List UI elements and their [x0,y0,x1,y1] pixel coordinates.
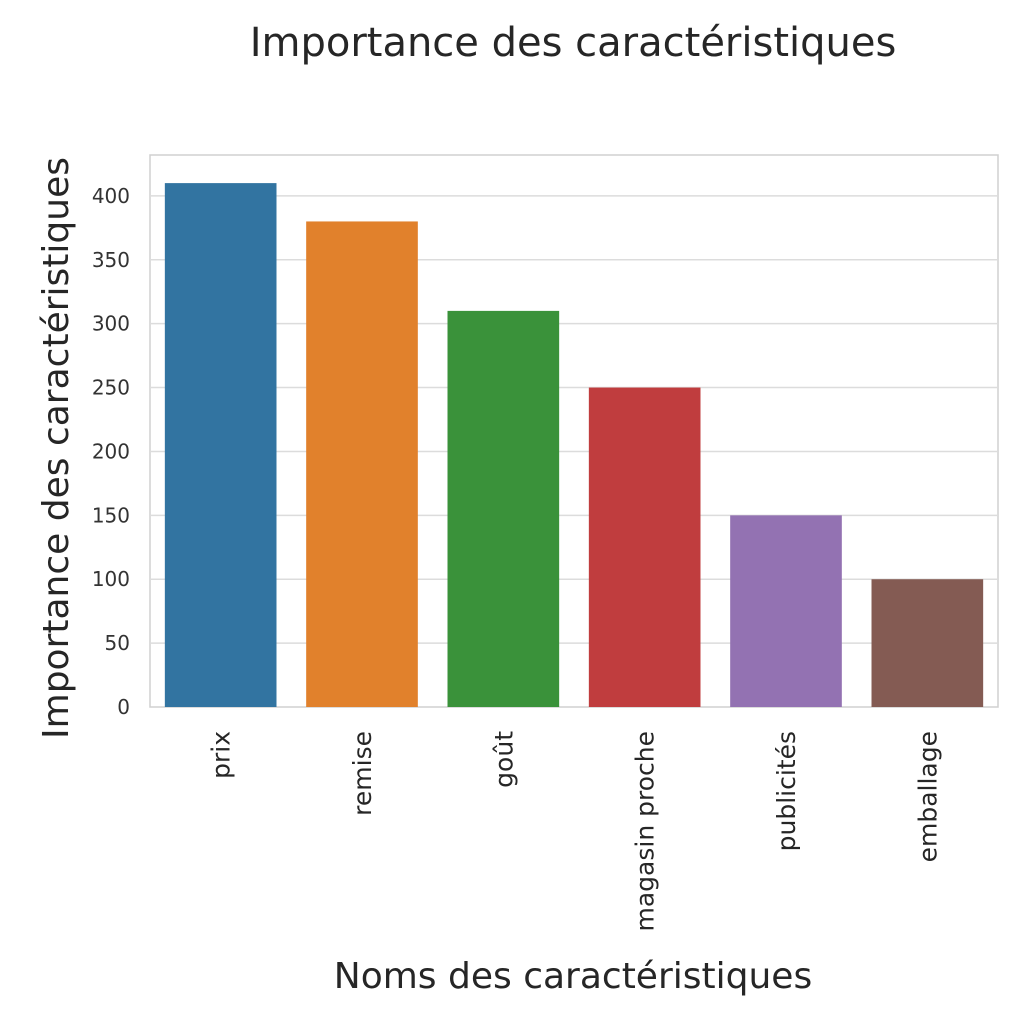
y-tick-label: 250 [92,376,130,400]
x-tick-labels: prix remise goût magasin proche publicités em… [207,731,943,932]
y-tick-label: 300 [92,312,130,336]
y-tick-label: 200 [92,439,130,463]
bar-1 [306,221,418,707]
y-tick-labels: 0 50 100 150 200 250 300 350 400 [92,184,130,719]
bar-2 [447,310,560,707]
x-tick-label: goût [489,731,518,788]
y-tick-label: 350 [92,248,130,272]
x-tick-label: prix [207,731,236,779]
x-tick-label: publicités [772,731,801,851]
x-tick-label: magasin proche [631,731,660,932]
bars [164,183,984,708]
y-tick-label: 100 [92,567,130,591]
gridlines [150,195,998,644]
chart-title: Importance des caractéristiques [250,20,897,66]
bar-4 [730,515,842,707]
y-tick-label: 400 [92,184,130,208]
y-tick-label: 150 [92,503,130,527]
bar-0 [164,183,277,708]
x-tick-label: emballage [913,731,942,862]
y-tick-label: 50 [105,631,130,655]
bar-3 [588,387,701,707]
bar-5 [871,579,984,707]
x-axis-label: Noms des caractéristiques [334,956,812,997]
y-axis-label: Importance des caractéristiques [36,157,77,739]
plot-area [149,154,999,708]
y-tick-label: 0 [117,695,130,719]
x-tick-label: remise [348,731,377,816]
